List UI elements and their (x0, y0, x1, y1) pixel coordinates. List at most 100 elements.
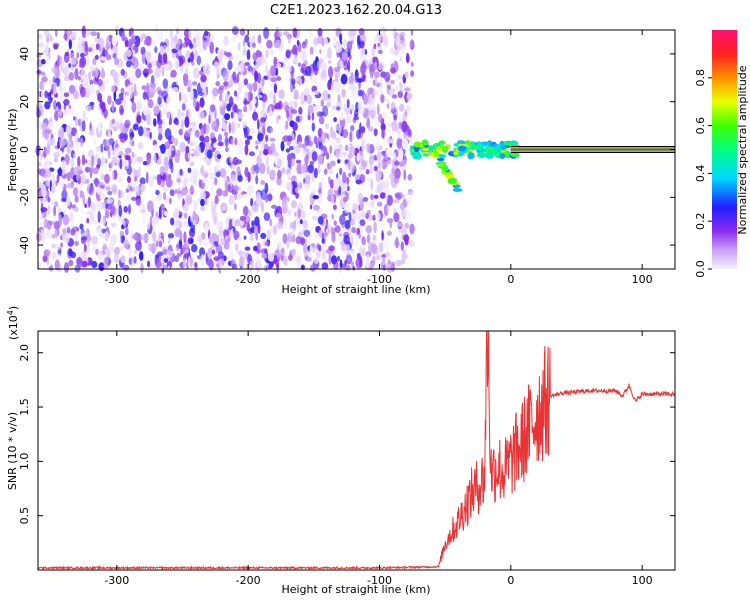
spectrogram-cell (124, 39, 129, 48)
spectrogram-cell (454, 184, 461, 188)
spectrogram-cell (139, 177, 146, 185)
spectrogram-cell (292, 44, 298, 56)
spectrogram-cell (89, 66, 96, 71)
spectrogram-cell (485, 150, 494, 157)
spectrogram-cell (84, 203, 87, 209)
spectrogram-cell (381, 219, 385, 228)
spectrogram-cell (356, 129, 361, 140)
snr-x-label: Height of straight line (km) (281, 583, 430, 596)
spectrogram-cell (132, 123, 139, 131)
spectrogram-cell (386, 261, 394, 274)
spectrogram-cell (309, 204, 313, 210)
spectrogram-cell (398, 103, 405, 112)
spectrogram-cell (255, 232, 259, 241)
spectrogram-cell (67, 226, 71, 234)
spectrogram-cell (57, 208, 62, 214)
spectrogram-cell (386, 99, 389, 105)
spectrogram-cell (39, 221, 44, 229)
spectrogram-cell (84, 166, 91, 173)
x-tick-label: 100 (632, 273, 653, 286)
spectrogram-cell (35, 232, 42, 242)
spectrogram-cell (211, 249, 216, 255)
spectrogram-cell (273, 94, 276, 106)
spectrogram-cell (227, 60, 233, 71)
spectrogram-cell (153, 105, 160, 115)
spectrogram-cell (234, 137, 238, 146)
spectrogram-cell (347, 31, 350, 37)
spectrogram-cell (410, 70, 414, 77)
spectrogram-cell (114, 246, 120, 256)
spectrogram-cell (261, 57, 267, 64)
x-tick-label: -100 (367, 574, 392, 587)
spectrogram-cell (390, 79, 395, 85)
spectrogram-cell (309, 192, 316, 204)
spectrogram-cell (209, 132, 215, 139)
spectrogram-cell (97, 92, 103, 103)
spectrogram-cell (68, 104, 72, 110)
spectrogram-cell (321, 69, 327, 78)
spectrogram-cell (363, 36, 367, 41)
snr-x-ticks: -300 -200 -100 0 100 (104, 331, 653, 587)
spectrogram-cell (339, 112, 345, 121)
spectrogram-cell (361, 247, 366, 257)
spectrogram-cell (167, 149, 172, 159)
spectrogram-cell (305, 174, 311, 185)
spectrogram-cell (371, 106, 377, 111)
y-tick-label: 0.5 (18, 507, 31, 525)
spectrogram-cell (266, 193, 273, 202)
spectrogram-cell (199, 247, 205, 257)
spectrogram-cell (140, 203, 146, 211)
spectrogram-cell (229, 230, 234, 239)
spectrogram-cell (47, 196, 51, 203)
spectrogram-cell (82, 74, 90, 87)
spectrogram-cell (393, 48, 399, 56)
spectrogram-cell (208, 235, 212, 244)
spectrogram-cell (89, 167, 93, 179)
spectrogram-cell (314, 37, 318, 43)
spectrogram-cell (178, 128, 183, 136)
spectrogram-cell (276, 176, 282, 186)
spectrogram-cell (396, 74, 399, 83)
spectrogram-cell (139, 234, 143, 241)
spectrogram-cell (192, 135, 197, 145)
spectrogram-cell (184, 243, 190, 248)
spectrogram-cell (457, 140, 465, 145)
spectrogram-cell (97, 225, 101, 230)
spectrogram-cell (287, 153, 292, 163)
spectrogram-cell (211, 243, 215, 250)
spectrogram-cell (365, 225, 373, 234)
spectrogram-cell (170, 69, 177, 78)
spectrogram-cell (217, 141, 224, 147)
spectrogram-cell (345, 254, 353, 265)
spectrogram-cell (194, 49, 198, 60)
spectrogram-cell (348, 158, 351, 171)
spectrogram-cell (288, 146, 294, 151)
spectrogram-cell (141, 33, 147, 39)
spectrogram-cell (42, 197, 46, 203)
spectrogram-cell (155, 259, 162, 269)
spectrogram-cell (233, 230, 240, 241)
spectrogram-cell (176, 27, 180, 35)
spectrogram-cell (118, 189, 121, 199)
spectrogram-cell (173, 208, 180, 219)
spectrogram-cell (147, 98, 154, 109)
spectrogram-cell (330, 169, 333, 175)
spectrogram-cell (437, 163, 445, 167)
spectrogram-cell (285, 148, 290, 153)
spectrogram-cell (110, 244, 114, 254)
spectrogram-cell (223, 50, 227, 56)
spectrogram-cell (189, 149, 195, 154)
spectrogram-cell (320, 131, 326, 144)
spectrogram-cell (367, 177, 371, 183)
spectrogram-cell (276, 241, 283, 251)
spectrogram-cell (349, 130, 353, 143)
spectrogram-cell (206, 35, 211, 48)
spectrogram-cell (317, 33, 323, 45)
spectrogram-cell (76, 172, 80, 182)
spectrogram-cell (193, 201, 198, 210)
spectrogram-cell (76, 256, 83, 269)
spectrogram-cell (97, 210, 101, 223)
spectrogram-cell (205, 124, 209, 136)
spectrogram-cell (73, 166, 78, 176)
spectrogram-cell (98, 181, 105, 187)
